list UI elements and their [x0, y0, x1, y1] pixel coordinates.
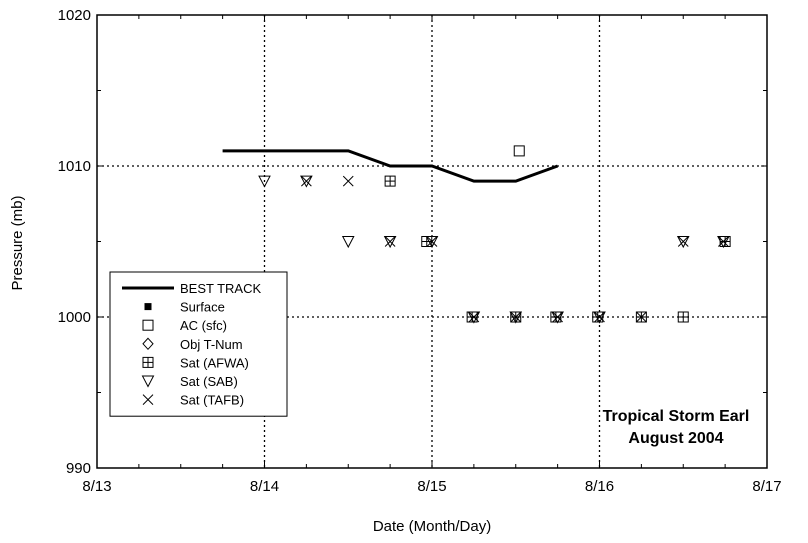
sat-afwa-point: [677, 311, 689, 323]
sat-tafb-point: [636, 311, 647, 323]
sat-tafb-point: [510, 311, 522, 323]
sat-sab-point: [258, 175, 271, 188]
sat-tafb-point: [718, 236, 729, 247]
legend-box: [109, 271, 288, 417]
legend-marker-symbol: [142, 394, 154, 405]
storm-name-annotation: Tropical Storm Earl: [603, 408, 750, 425]
sat-tafb-point: [552, 311, 563, 323]
x-axis-label: Date (Month/Day): [373, 518, 491, 535]
sat-sab-point: [425, 236, 439, 249]
sat-tafb-point: [468, 311, 480, 323]
legend-entry-label: Sat (TAFB): [180, 393, 244, 408]
legend-entry-label: Sat (AFWA): [180, 355, 249, 370]
legend-marker-symbol: [142, 337, 154, 351]
legend: BEST TRACK Surface AC (sfc) Obj T-Num Sat (A…: [109, 271, 288, 417]
x-tick-label: 8/13: [82, 478, 111, 495]
sat-sab-point: [509, 311, 523, 324]
y-tick-label: 1020: [58, 7, 91, 24]
best-track-series: [222, 149, 559, 183]
ac-sfc-point: [513, 145, 525, 157]
sat-sab-point: [383, 236, 397, 249]
y-tick-label: 990: [66, 460, 91, 477]
sat-afwa-point: [384, 175, 396, 187]
x-tick-label: 8/15: [417, 478, 446, 495]
y-axis-label: Pressure (mb): [9, 195, 26, 290]
sat-sab-point: [593, 311, 606, 324]
sat-tafb-point: [301, 175, 312, 187]
sat-tafb-point: [426, 236, 438, 247]
sat-tafb-point: [342, 175, 354, 187]
y-tick-label: 1000: [58, 309, 91, 326]
sat-tafb-point: [594, 311, 605, 323]
sat-sab-point: [676, 236, 690, 249]
x-tick-label: 8/17: [752, 478, 781, 495]
sat-sab-point: [717, 236, 730, 249]
legend-entry-label: Surface: [180, 300, 225, 315]
legend-entry-label: BEST TRACK: [180, 281, 261, 296]
best-track-line: [222, 149, 559, 183]
legend-entry-label: Obj T-Num: [180, 337, 243, 352]
legend-marker-symbol: [144, 303, 152, 311]
x-tick-label: 8/16: [585, 478, 614, 495]
legend-marker-symbol: [141, 375, 155, 388]
sat-tafb-point: [677, 236, 689, 247]
legend-entry-label: AC (sfc): [180, 318, 227, 333]
sat-sab-point: [300, 175, 313, 188]
legend-marker-symbol: [142, 319, 154, 331]
sat-sab-point: [341, 236, 355, 249]
axis-ticks: 8/13 8/14 8/15 8/16 8/17 990 1000 1010 1020: [58, 7, 782, 495]
legend-entry-label: Sat (SAB): [180, 374, 238, 389]
sat-sab-point: [551, 311, 564, 324]
storm-date-annotation: August 2004: [628, 430, 723, 447]
x-tick-label: 8/14: [250, 478, 279, 495]
y-tick-label: 1010: [58, 158, 91, 175]
legend-marker-symbol: [142, 356, 154, 368]
sat-sab-point: [467, 311, 481, 324]
sat-tafb-point: [384, 236, 396, 247]
marker-layer: [258, 145, 731, 324]
